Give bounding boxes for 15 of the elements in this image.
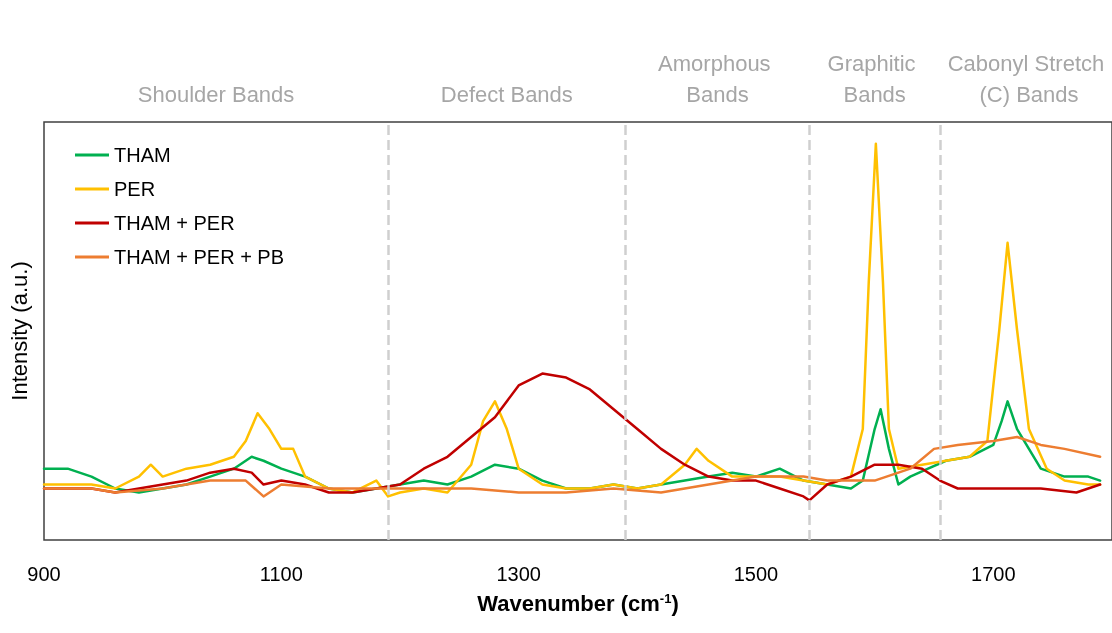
x-tick-label: 1700 bbox=[971, 563, 1016, 585]
legend-label: THAM + PER + PB bbox=[114, 246, 285, 268]
x-tick-label: 1300 bbox=[496, 563, 541, 585]
legend-label: PER bbox=[114, 178, 156, 200]
text: Cabonyl Stretch (C) Bands bbox=[947, 51, 1105, 107]
x-tick-label: 1500 bbox=[733, 563, 779, 585]
x-tick-label: 900 bbox=[27, 563, 61, 585]
y-axis-title: Intensity (a.u.) bbox=[6, 261, 32, 401]
x-tick-label: 1100 bbox=[259, 563, 303, 585]
text: Shoulder Bands bbox=[137, 82, 295, 107]
text: Amorphous Bands bbox=[658, 51, 777, 107]
text: Defect Bands bbox=[440, 82, 573, 107]
legend-label: THAM + PER bbox=[114, 212, 235, 234]
text: Graphitic Bands bbox=[827, 51, 922, 107]
legend-label: THAM bbox=[114, 144, 171, 166]
